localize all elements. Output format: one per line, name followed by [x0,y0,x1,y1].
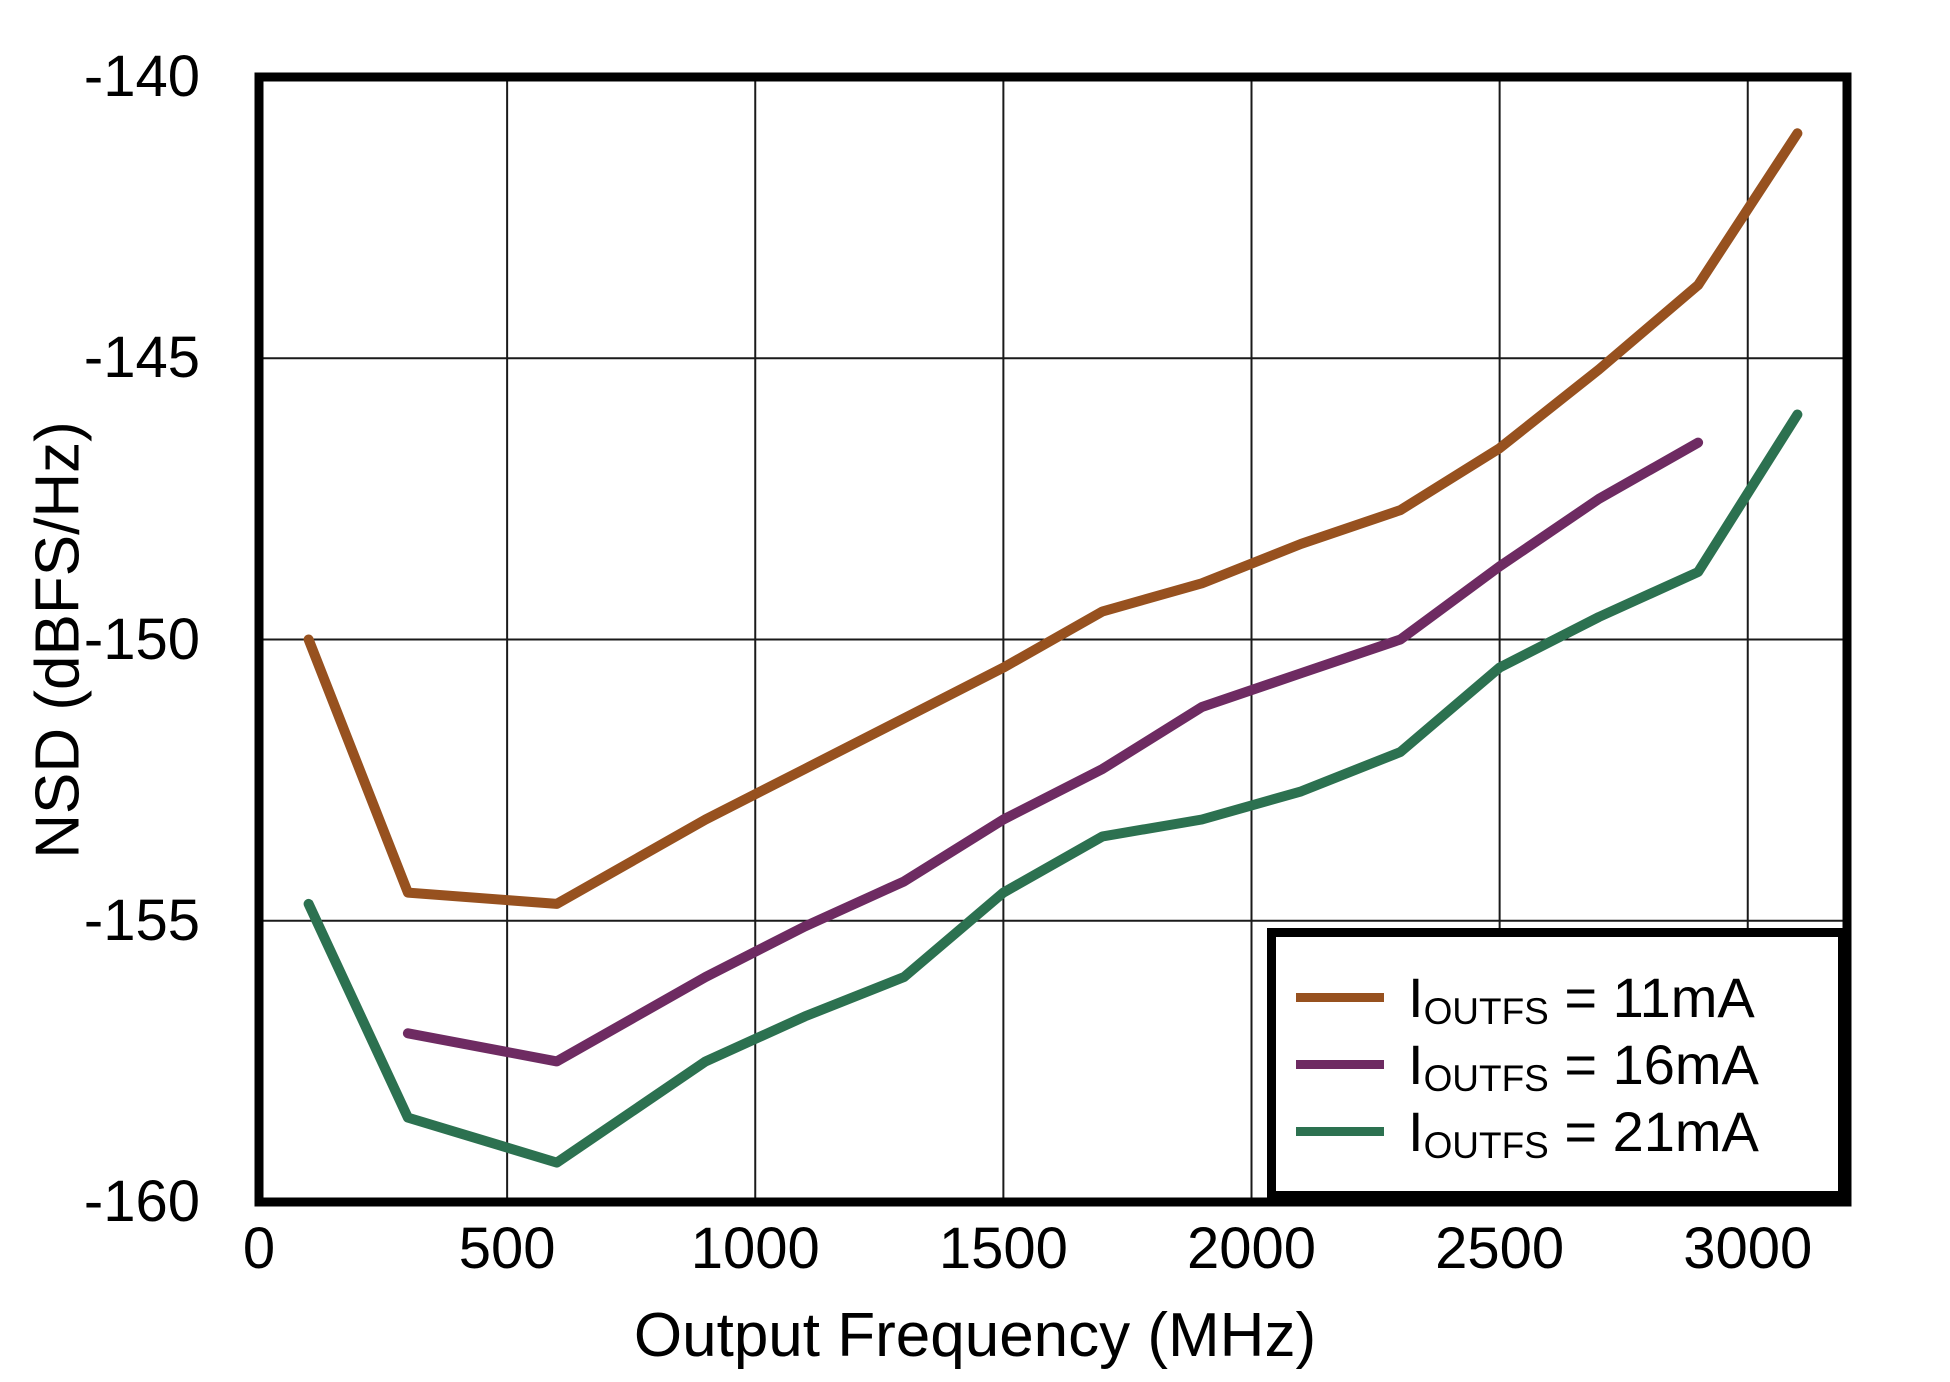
legend-item-11mA: IOUTFS = 11mA [1296,964,1838,1032]
y-tick-label: -145 [83,325,200,391]
legend-item-16mA: IOUTFS = 16mA [1296,1031,1838,1099]
y-tick-label: -160 [83,1169,200,1234]
legend-line-swatch-21mA [1296,1126,1384,1136]
series-line-ioutfs-11ma [303,128,1803,909]
y-axis-title: NSD (dBFS/Hz) [23,421,93,859]
legend-line-swatch-11mA [1296,992,1384,1002]
legend-label-21mA: IOUTFS = 21mA [1408,1099,1759,1166]
series-line-ioutfs-16ma [402,437,1704,1067]
legend-line-swatch-16mA [1296,1059,1384,1069]
legend-box: IOUTFS = 11mA IOUTFS = 16mA IOUTFS = 21m… [1267,928,1847,1200]
series-line-ioutfs-21ma [303,409,1803,1168]
x-tick-label: 2000 [1186,1216,1317,1281]
x-tick-label: 3000 [1683,1216,1813,1281]
legend-item-21mA: IOUTFS = 21mA [1296,1098,1838,1166]
legend-label-11mA: IOUTFS = 11mA [1408,965,1755,1032]
y-tick-label: -155 [83,887,200,953]
y-tick-label: -140 [83,44,200,109]
x-axis-title: Output Frequency (MHz) [633,1301,1317,1370]
x-tick-label: 0 [242,1216,276,1281]
x-tick-label: 1500 [938,1216,1068,1281]
y-tick-label: -150 [83,606,200,672]
legend-label-16mA: IOUTFS = 16mA [1408,1032,1759,1099]
plot-frame [254,72,1852,1207]
x-tick-label: 2500 [1435,1216,1565,1281]
x-tick-label: 1000 [690,1216,820,1281]
x-tick-label: 500 [458,1216,556,1281]
